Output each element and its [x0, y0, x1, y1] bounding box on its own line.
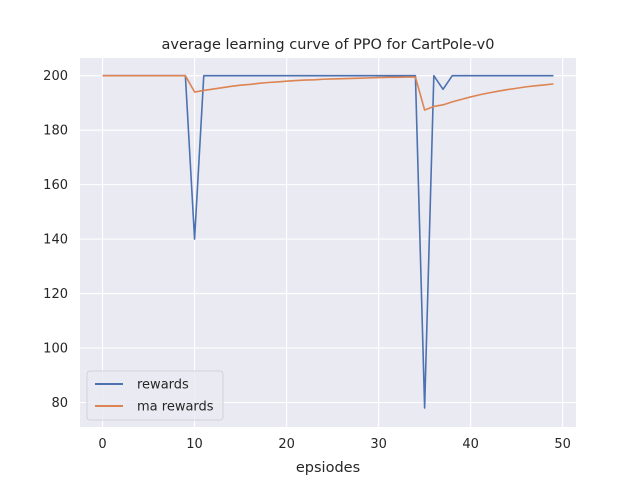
x-tick-label: 50 [554, 437, 571, 452]
legend-label-ma-rewards: ma rewards [137, 400, 214, 415]
x-tick-label: 30 [370, 437, 387, 452]
x-tick-label: 0 [98, 437, 106, 452]
x-axis-label: epsiodes [296, 460, 360, 476]
y-tick-label: 100 [43, 342, 68, 357]
y-tick-label: 180 [43, 124, 68, 139]
y-tick-label: 120 [43, 287, 68, 302]
y-tick-labels: 80 100 120 140 160 180 200 [43, 69, 68, 411]
x-tick-label: 40 [462, 437, 479, 452]
series-lines [102, 74, 554, 409]
grid-lines [80, 58, 576, 427]
x-tick-label: 10 [186, 437, 203, 452]
y-tick-label: 140 [43, 233, 68, 248]
y-tick-label: 160 [43, 178, 68, 193]
x-tick-label: 20 [278, 437, 295, 452]
chart-title: average learning curve of PPO for CartPo… [162, 37, 495, 53]
series-line-ma-rewards [102, 74, 554, 111]
y-tick-label: 80 [51, 396, 68, 411]
plot-background [80, 58, 576, 427]
legend-label-rewards: rewards [137, 378, 189, 393]
x-tick-labels: 0 10 20 30 40 50 [98, 437, 571, 452]
y-tick-label: 200 [43, 69, 68, 84]
legend: rewards ma rewards [86, 370, 224, 421]
